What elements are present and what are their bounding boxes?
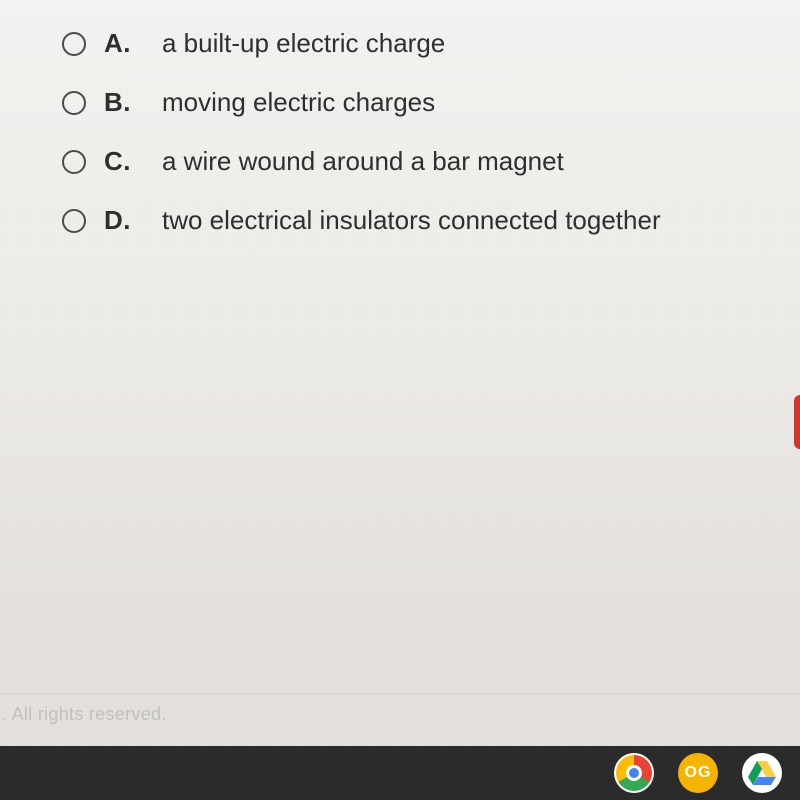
radio-c[interactable]: [62, 150, 86, 174]
option-text: moving electric charges: [162, 87, 435, 118]
app-icon-label: OG: [685, 764, 712, 782]
option-row-a[interactable]: A. a built-up electric charge: [62, 28, 780, 59]
option-row-d[interactable]: D. two electrical insulators connected t…: [62, 205, 780, 236]
question-options: A. a built-up electric charge B. moving …: [0, 0, 800, 264]
radio-b[interactable]: [62, 91, 86, 115]
screen: A. a built-up electric charge B. moving …: [0, 0, 800, 800]
footer-copyright: . All rights reserved.: [0, 704, 167, 725]
radio-a[interactable]: [62, 32, 86, 56]
option-row-b[interactable]: B. moving electric charges: [62, 87, 780, 118]
chrome-ring: [616, 755, 652, 791]
radio-d[interactable]: [62, 209, 86, 233]
app-icon[interactable]: OG: [678, 753, 718, 793]
chromeos-shelf: OG: [0, 746, 800, 800]
option-text: a built-up electric charge: [162, 28, 445, 59]
drive-triangle-icon: [748, 761, 776, 785]
option-row-c[interactable]: C. a wire wound around a bar magnet: [62, 146, 780, 177]
divider: [0, 693, 800, 694]
edge-indicator: [794, 395, 800, 449]
option-text: two electrical insulators connected toge…: [162, 205, 661, 236]
option-letter: B.: [104, 87, 146, 118]
chrome-icon[interactable]: [614, 753, 654, 793]
option-text: a wire wound around a bar magnet: [162, 146, 564, 177]
option-letter: A.: [104, 28, 146, 59]
chrome-center: [626, 765, 642, 781]
google-drive-icon[interactable]: [742, 753, 782, 793]
option-letter: D.: [104, 205, 146, 236]
option-letter: C.: [104, 146, 146, 177]
